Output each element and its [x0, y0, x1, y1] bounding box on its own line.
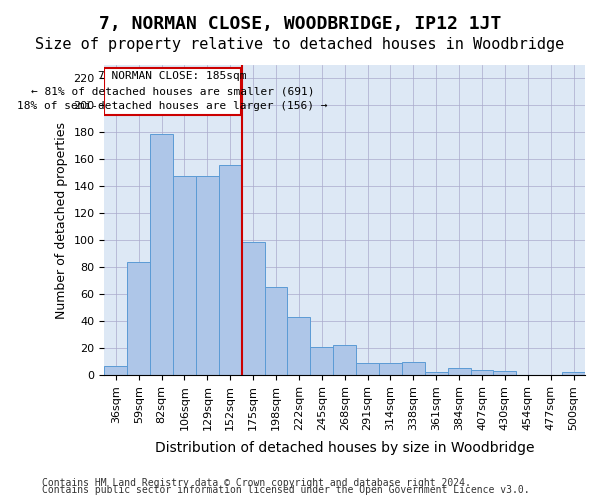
Bar [127, 262, 150, 375]
Bar [470, 370, 493, 375]
Bar [379, 363, 402, 375]
Y-axis label: Number of detached properties: Number of detached properties [55, 122, 68, 318]
Bar [150, 134, 173, 375]
Bar [265, 288, 287, 375]
Bar [104, 366, 127, 375]
Bar [242, 242, 265, 375]
Bar [173, 176, 196, 375]
Bar [287, 317, 310, 375]
Bar [219, 165, 242, 375]
Text: Size of property relative to detached houses in Woodbridge: Size of property relative to detached ho… [35, 38, 565, 52]
Bar [425, 372, 448, 375]
Text: Contains public sector information licensed under the Open Government Licence v3: Contains public sector information licen… [42, 485, 530, 495]
Bar [402, 362, 425, 375]
Bar [356, 363, 379, 375]
Bar [310, 346, 333, 375]
Text: Contains HM Land Registry data © Crown copyright and database right 2024.: Contains HM Land Registry data © Crown c… [42, 478, 471, 488]
Bar [562, 372, 585, 375]
Bar [493, 371, 517, 375]
Bar [196, 176, 219, 375]
X-axis label: Distribution of detached houses by size in Woodbridge: Distribution of detached houses by size … [155, 441, 535, 455]
Text: 7 NORMAN CLOSE: 185sqm
← 81% of detached houses are smaller (691)
18% of semi-de: 7 NORMAN CLOSE: 185sqm ← 81% of detached… [17, 72, 328, 111]
Bar [448, 368, 470, 375]
FancyBboxPatch shape [104, 68, 241, 115]
Bar [333, 346, 356, 375]
Text: 7, NORMAN CLOSE, WOODBRIDGE, IP12 1JT: 7, NORMAN CLOSE, WOODBRIDGE, IP12 1JT [99, 15, 501, 33]
